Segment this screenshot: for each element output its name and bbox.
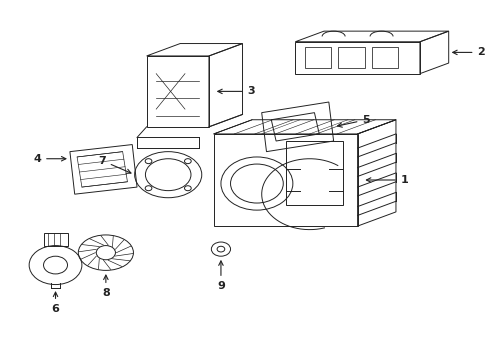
Text: 2: 2: [452, 48, 484, 57]
Text: 9: 9: [217, 261, 224, 291]
Bar: [285, 141, 343, 205]
Text: 8: 8: [102, 275, 109, 298]
Bar: [43, 233, 67, 246]
Text: 6: 6: [51, 292, 60, 314]
Text: 5: 5: [337, 115, 369, 127]
Text: 7: 7: [98, 156, 131, 174]
Text: 3: 3: [217, 86, 254, 96]
Text: 1: 1: [366, 175, 407, 185]
Bar: [371, 47, 398, 68]
Text: 4: 4: [33, 154, 66, 164]
Bar: [338, 47, 364, 68]
Bar: [304, 47, 330, 68]
